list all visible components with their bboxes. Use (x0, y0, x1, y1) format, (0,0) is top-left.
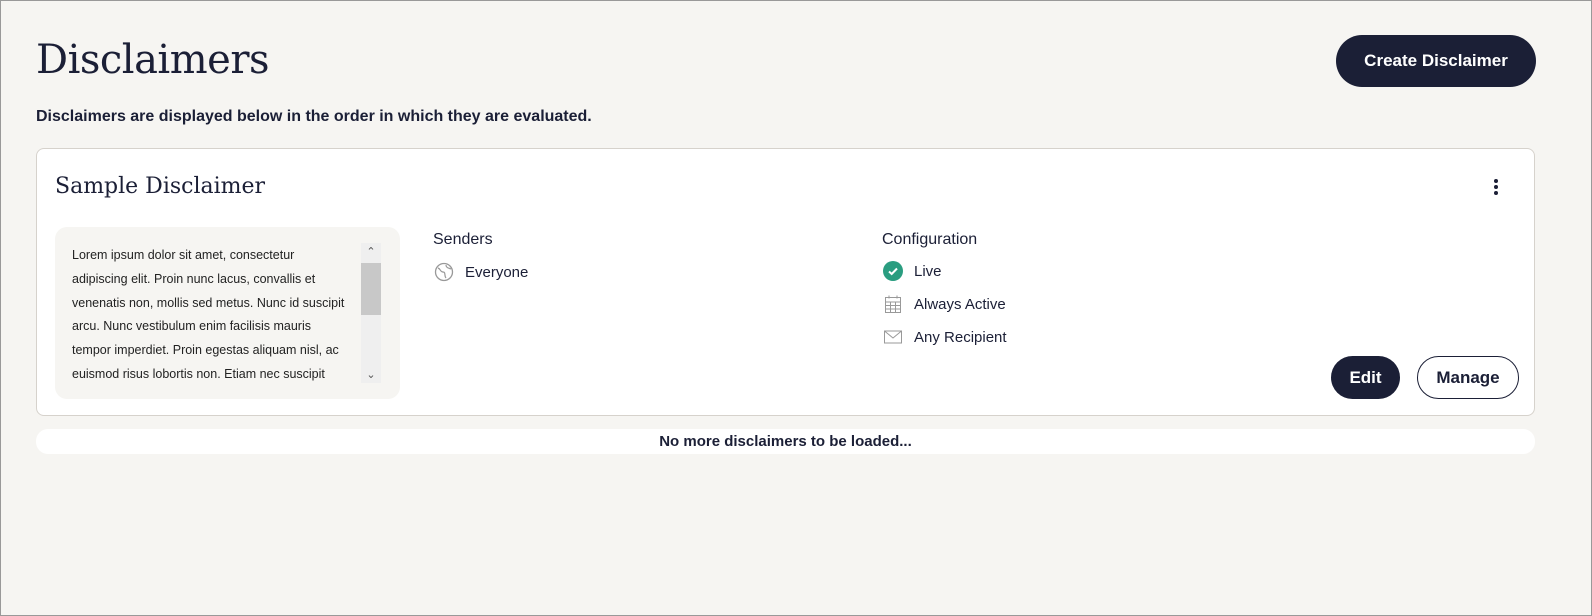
disclaimer-text: Lorem ipsum dolor sit amet, consectetur … (72, 248, 345, 381)
recipients-value: Any Recipient (914, 328, 1007, 346)
scrollbar[interactable]: ⌃ ⌄ (361, 243, 381, 383)
envelope-icon (884, 330, 902, 344)
check-circle-icon (883, 261, 903, 281)
no-more-disclaimers-message: No more disclaimers to be loaded... (36, 429, 1535, 454)
page-title: Disclaimers (36, 37, 269, 83)
sender-value: Everyone (465, 263, 529, 281)
scroll-down-icon[interactable]: ⌄ (366, 369, 376, 381)
more-options-icon[interactable] (1487, 177, 1505, 197)
scrollbar-thumb[interactable] (361, 263, 381, 315)
disclaimer-card: Sample Disclaimer Lorem ipsum dolor sit … (36, 148, 1535, 416)
disclaimer-title: Sample Disclaimer (55, 174, 266, 199)
globe-icon (434, 262, 454, 282)
status-value: Live (914, 262, 942, 280)
create-disclaimer-button[interactable]: Create Disclaimer (1336, 35, 1536, 87)
scroll-up-icon[interactable]: ⌃ (366, 246, 376, 258)
page-subtitle: Disclaimers are displayed below in the o… (36, 108, 592, 125)
senders-heading: Senders (433, 231, 493, 248)
schedule-value: Always Active (914, 295, 1006, 313)
manage-button[interactable]: Manage (1417, 356, 1519, 399)
disclaimer-text-preview[interactable]: Lorem ipsum dolor sit amet, consectetur … (55, 227, 400, 399)
edit-button[interactable]: Edit (1331, 356, 1400, 399)
configuration-heading: Configuration (882, 231, 978, 248)
calendar-icon (885, 295, 901, 313)
